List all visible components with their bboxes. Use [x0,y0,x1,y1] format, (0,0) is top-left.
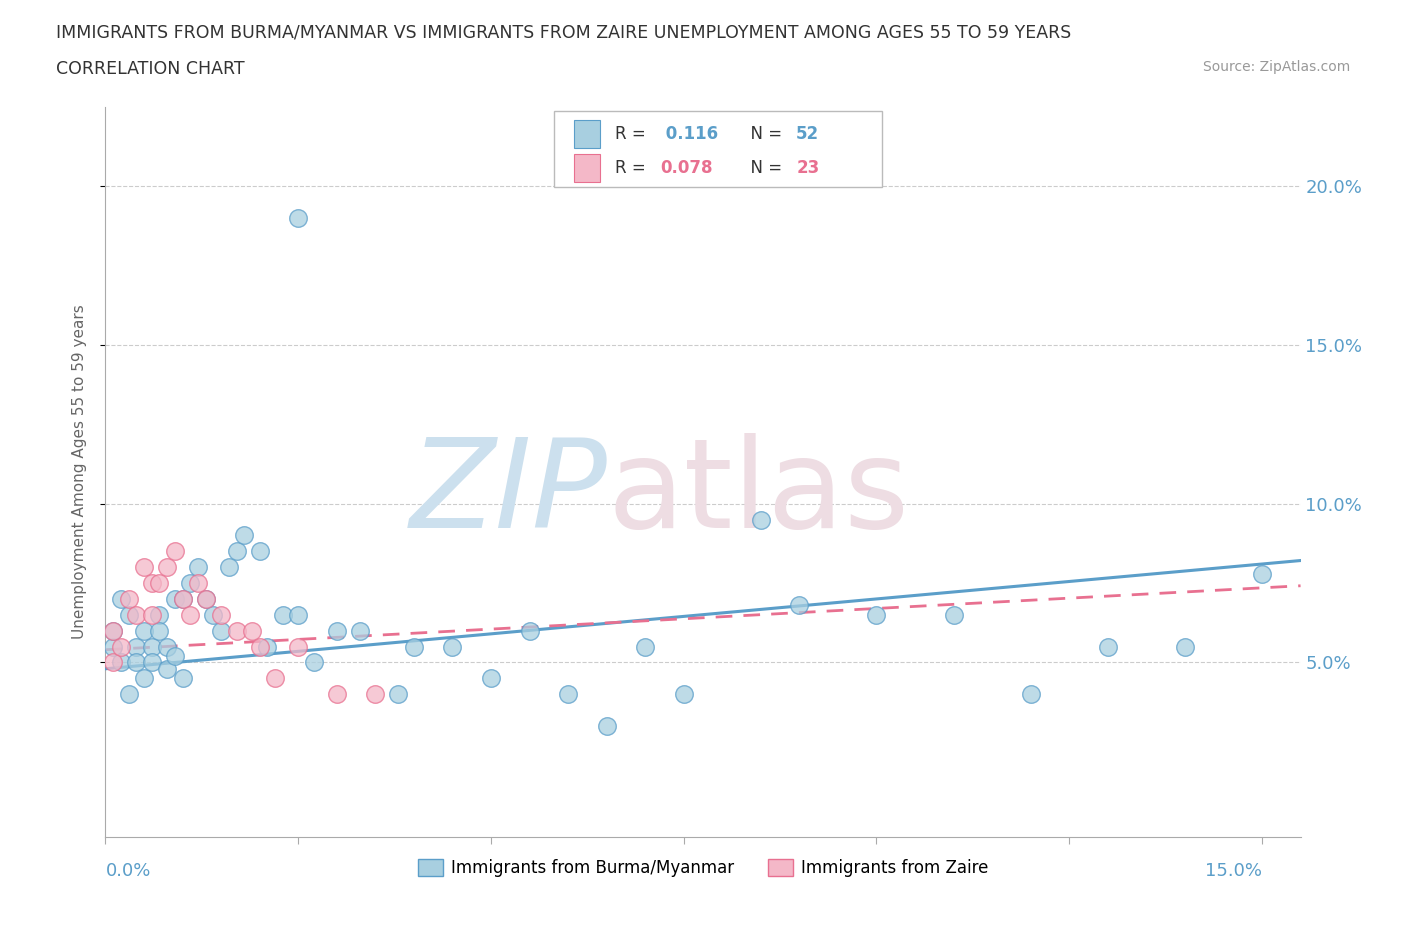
Point [1251,566,1274,581]
Point [101,655,124,670]
Point [194,591,217,606]
FancyBboxPatch shape [554,111,883,187]
Text: atlas: atlas [607,433,910,554]
Legend: Immigrants from Burma/Myanmar, Immigrants from Zaire: Immigrants from Burma/Myanmar, Immigrant… [411,852,995,883]
Point [1174,639,1197,654]
Point [240,623,263,638]
Text: IMMIGRANTS FROM BURMA/MYANMAR VS IMMIGRANTS FROM ZAIRE UNEMPLOYMENT AMONG AGES 5: IMMIGRANTS FROM BURMA/MYANMAR VS IMMIGRA… [56,23,1071,41]
Text: R =: R = [614,159,651,178]
Point [101,623,124,638]
Point [349,623,371,638]
Point [163,648,186,663]
Point [672,686,695,701]
Point [117,591,139,606]
Point [209,623,232,638]
Point [172,591,194,606]
Point [132,671,155,685]
Point [387,686,409,701]
Point [749,512,772,527]
Point [287,210,309,225]
Point [110,655,132,670]
Point [141,639,163,654]
Point [519,623,541,638]
Point [117,607,139,622]
Point [479,671,502,685]
Point [209,607,232,622]
Point [249,639,271,654]
Point [326,623,349,638]
Y-axis label: Unemployment Among Ages 55 to 59 years: Unemployment Among Ages 55 to 59 years [72,305,87,639]
Point [125,639,148,654]
Point [271,607,294,622]
Text: R =: R = [614,125,651,142]
Point [202,607,225,622]
Point [172,591,194,606]
Point [156,639,179,654]
Point [156,661,179,676]
Point [218,560,240,575]
Point [789,598,811,613]
Point [179,576,201,591]
Point [1097,639,1119,654]
Bar [574,154,600,182]
Point [441,639,464,654]
Point [1019,686,1042,701]
Point [187,576,209,591]
Bar [574,120,600,148]
Point [148,607,170,622]
Text: 23: 23 [796,159,820,178]
Text: 0.116: 0.116 [659,125,718,142]
Text: CORRELATION CHART: CORRELATION CHART [56,60,245,78]
Text: N =: N = [740,125,787,142]
Point [302,655,325,670]
Point [326,686,349,701]
Point [132,560,155,575]
Point [402,639,425,654]
Point [172,671,194,685]
Point [287,639,309,654]
Point [364,686,387,701]
Point [101,639,124,654]
Point [101,623,124,638]
Point [942,607,965,622]
Point [110,591,132,606]
Point [634,639,657,654]
Text: N =: N = [740,159,787,178]
Point [264,671,287,685]
Point [225,544,247,559]
Point [148,623,170,638]
Point [148,576,170,591]
Text: 0.0%: 0.0% [105,862,150,880]
Point [163,591,186,606]
Point [141,655,163,670]
Point [249,544,271,559]
Text: 52: 52 [796,125,820,142]
Text: Source: ZipAtlas.com: Source: ZipAtlas.com [1202,60,1350,74]
Point [141,576,163,591]
Point [132,623,155,638]
Point [141,607,163,622]
Text: ZIP: ZIP [409,433,607,554]
Point [865,607,887,622]
Point [163,544,186,559]
Point [557,686,579,701]
Point [194,591,217,606]
Point [233,528,256,543]
Point [595,719,617,734]
Point [187,560,209,575]
Point [117,686,139,701]
Point [287,607,309,622]
Point [256,639,278,654]
Text: 0.078: 0.078 [659,159,713,178]
Point [125,607,148,622]
Text: 15.0%: 15.0% [1205,862,1263,880]
Point [225,623,247,638]
Point [156,560,179,575]
Point [179,607,201,622]
Point [125,655,148,670]
Point [110,639,132,654]
